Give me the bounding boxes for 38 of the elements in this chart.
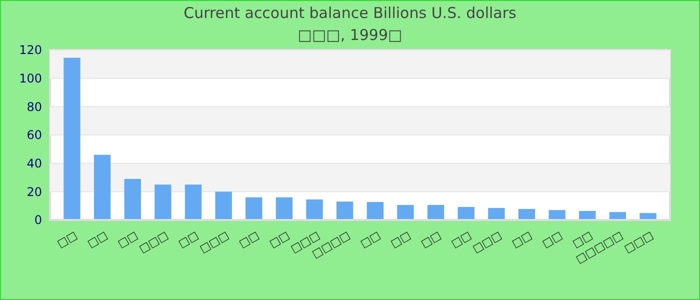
bar <box>276 197 293 220</box>
y-tick-label: 0 <box>34 213 42 228</box>
x-tick-label: □□ <box>85 228 110 250</box>
bar <box>366 202 384 220</box>
bar <box>518 208 536 220</box>
bar <box>548 210 566 220</box>
x-tick-label: □□ <box>388 228 413 250</box>
y-tick-label: 40 <box>26 156 42 171</box>
bar <box>458 206 474 220</box>
x-tick-label: □□ <box>358 228 383 250</box>
x-tick-label: □□ <box>267 228 292 250</box>
bar <box>184 184 202 220</box>
bar <box>94 154 111 220</box>
y-tick-label: 60 <box>26 128 42 142</box>
bar <box>427 204 444 220</box>
bar <box>336 202 354 220</box>
x-tick-label: □□ <box>176 228 201 250</box>
bar <box>246 197 262 220</box>
y-tick-label: 80 <box>26 100 42 114</box>
x-tick-label: □□ <box>449 228 474 250</box>
bar <box>124 178 141 220</box>
x-tick-label: □□ <box>116 228 140 250</box>
y-tick-label: 20 <box>26 184 42 199</box>
chart-title: Current account balance Billions U.S. dollars <box>184 4 517 22</box>
x-tick-label: □□ <box>236 228 262 250</box>
y-tick-label: 120 <box>19 43 42 58</box>
bar <box>154 184 172 220</box>
bar <box>64 58 80 220</box>
bar <box>215 192 232 220</box>
chart-subtitle: □□□, 1999□ <box>298 26 402 44</box>
bar <box>488 208 505 220</box>
x-tick-label: □□ <box>540 228 564 250</box>
x-tick-label: □□ <box>54 228 80 250</box>
bar <box>306 199 323 220</box>
bar <box>397 204 414 220</box>
x-tick-label: □□ <box>418 228 444 250</box>
x-tick-label: □□ <box>510 228 534 250</box>
y-tick-label: 100 <box>19 72 42 86</box>
